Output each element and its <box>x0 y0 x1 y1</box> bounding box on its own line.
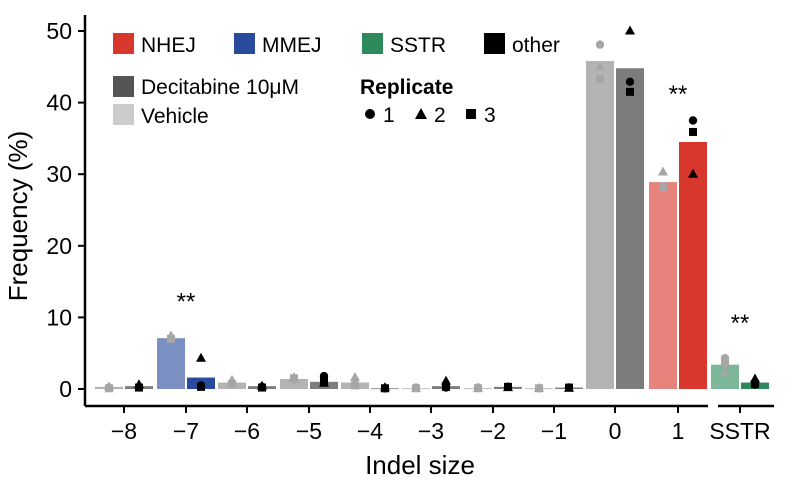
x-tick-label-1: 1 <box>672 418 685 444</box>
bar-vehicle-0 <box>586 61 614 390</box>
bar-vehicle-minus-5 <box>280 378 308 389</box>
x-tick-label-minus-1: −1 <box>541 418 567 444</box>
legend-item-mmej: MMEJ <box>234 33 322 57</box>
x-tick-label-minus-2: −2 <box>480 418 506 444</box>
point-decitabine-minus-8-rep3 <box>135 383 143 392</box>
y-tick-label: 10 <box>46 304 72 330</box>
legend-label-nhej: NHEJ <box>141 34 196 57</box>
x-tick-label-minus-4: −4 <box>357 418 383 444</box>
point-vehicle-minus-8-rep3 <box>105 384 113 393</box>
point-decitabine-1-rep2 <box>688 168 698 178</box>
point-vehicle-sstr-rep3 <box>721 359 729 368</box>
point-decitabine-0-rep3 <box>626 87 634 96</box>
legend-item-replicate-3: 3 <box>466 104 496 127</box>
legend-triangle-marker <box>415 108 427 119</box>
point-decitabine-0-rep2 <box>625 25 635 35</box>
point-vehicle-minus-4-rep3 <box>351 381 359 390</box>
point-decitabine-minus-5-rep3 <box>320 376 328 385</box>
point-decitabine-minus-1-rep3 <box>565 383 573 392</box>
legend-label-replicate-3: 3 <box>484 104 496 127</box>
point-decitabine-0-rep1 <box>625 77 635 87</box>
point-decitabine-minus-3-rep3 <box>442 382 450 391</box>
point-decitabine-minus-7-rep2 <box>196 352 206 362</box>
legend-swatch-sstr <box>362 33 383 54</box>
legend-item-sstr: SSTR <box>362 33 446 57</box>
point-vehicle-minus-1-rep3 <box>535 384 543 393</box>
legend-label-decitabine: Decitabine 10μM <box>141 76 299 99</box>
legend-circle-marker <box>365 109 375 119</box>
legend-square-marker <box>466 109 476 119</box>
legend-item-other: other <box>484 33 560 57</box>
x-tick-label-sstr: SSTR <box>709 418 770 444</box>
y-tick-label: 50 <box>46 18 72 44</box>
legend-label-replicate-2: 2 <box>434 104 446 127</box>
point-vehicle-1-rep3 <box>659 182 667 191</box>
point-decitabine-sstr-rep3 <box>751 379 759 388</box>
point-vehicle-0-rep1 <box>595 40 605 49</box>
point-vehicle-0-rep3 <box>596 74 604 83</box>
legend-swatch-vehicle <box>113 104 134 125</box>
legend-swatch-decitabine <box>113 76 134 97</box>
legend-item-replicate-1: 1 <box>365 104 395 127</box>
legend-label-mmej: MMEJ <box>262 34 322 57</box>
legend-label-vehicle: Vehicle <box>141 105 209 128</box>
point-decitabine-minus-2-rep3 <box>504 382 512 391</box>
point-vehicle-minus-3-rep3 <box>412 384 420 393</box>
legend-replicate-title: Replicate <box>360 76 453 99</box>
point-vehicle-sstr-rep2 <box>720 367 730 377</box>
x-tick-label-minus-3: −3 <box>418 418 444 444</box>
point-decitabine-minus-3-rep2 <box>441 375 451 385</box>
bar-decitabine-1 <box>679 141 707 389</box>
point-vehicle-minus-4-rep2 <box>350 372 360 382</box>
significance-annotation-minus-7: ** <box>177 289 196 316</box>
bar-vehicle-minus-7 <box>157 338 185 389</box>
point-decitabine-1-rep1 <box>688 116 698 125</box>
x-tick-label-minus-6: −6 <box>234 418 260 444</box>
bar-vehicle-1 <box>649 182 677 389</box>
legend-label-other: other <box>512 34 560 57</box>
legend-item-replicate-2: 2 <box>415 104 446 127</box>
x-tick-label-minus-8: −8 <box>111 418 137 444</box>
legend-label-replicate-1: 1 <box>383 104 395 127</box>
y-tick-label: 20 <box>46 233 72 259</box>
legend-item-decitabine: Decitabine 10μM <box>113 76 299 99</box>
legend-swatch-mmej <box>234 33 255 54</box>
x-tick-label-0: 0 <box>609 418 622 444</box>
point-decitabine-1-rep3 <box>689 127 697 136</box>
point-decitabine-minus-7-rep3 <box>197 382 205 391</box>
point-vehicle-minus-7-rep3 <box>167 334 175 343</box>
point-vehicle-minus-5-rep3 <box>290 374 298 383</box>
chart-marks: ** ** ** <box>95 25 769 393</box>
legend-label-sstr: SSTR <box>390 34 446 57</box>
y-tick-label: 30 <box>46 161 72 187</box>
legend-swatch-nhej <box>113 33 134 54</box>
legend: NHEJ MMEJ SSTR other Decitabine 10μM Veh… <box>113 33 560 128</box>
y-axis-ticks: 0 10 20 30 40 50 <box>46 18 85 402</box>
legend-item-vehicle: Vehicle <box>113 104 209 128</box>
point-vehicle-1-rep2 <box>658 166 668 176</box>
y-axis-label: Frequency (%) <box>3 131 33 302</box>
point-vehicle-0-rep2 <box>595 61 605 71</box>
point-vehicle-minus-6-rep3 <box>228 379 236 388</box>
y-tick-label: 40 <box>46 90 72 116</box>
legend-item-nhej: NHEJ <box>113 33 196 57</box>
point-decitabine-minus-4-rep3 <box>381 384 389 393</box>
bar-decitabine-0 <box>616 68 644 390</box>
point-decitabine-minus-6-rep3 <box>258 383 266 392</box>
x-axis-ticks: −8 −7 −6 −5 −4 −3 −2 −1 0 1 SSTR <box>111 406 771 444</box>
x-tick-label-minus-5: −5 <box>296 418 322 444</box>
x-tick-label-minus-7: −7 <box>173 418 199 444</box>
point-vehicle-minus-2-rep3 <box>474 384 482 393</box>
y-tick-label: 0 <box>59 376 72 402</box>
significance-annotation-sstr: ** <box>731 310 750 337</box>
legend-swatch-other <box>484 33 505 54</box>
significance-annotation-1: ** <box>669 81 688 108</box>
x-axis-label: Indel size <box>365 450 475 480</box>
